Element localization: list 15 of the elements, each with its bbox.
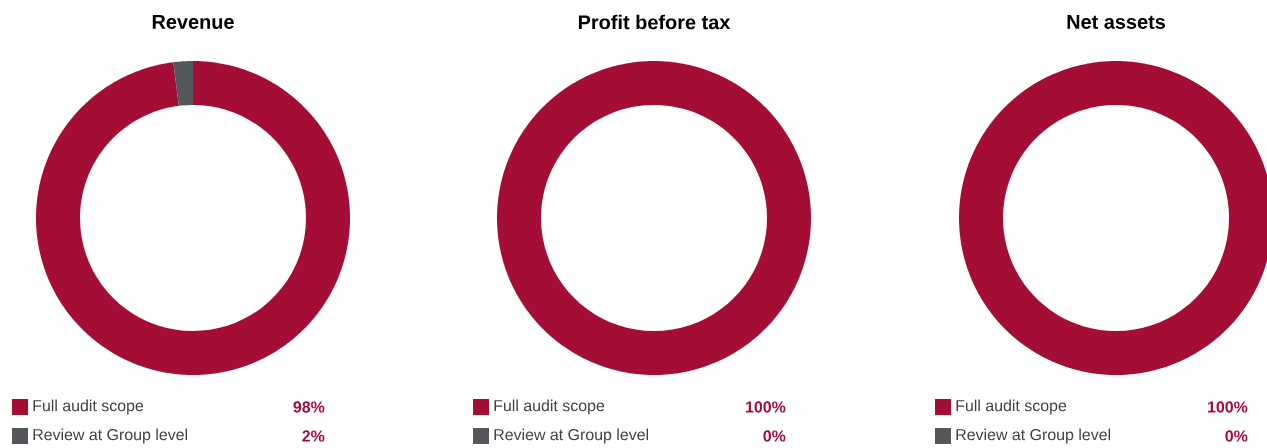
text: 0% xyxy=(763,430,786,442)
chart-title: Profit before tax xyxy=(578,14,731,30)
legend-label: Review at Group level xyxy=(956,428,1111,444)
legend-label: Review at Group level xyxy=(33,428,188,444)
legend-label: Review at Group level xyxy=(494,428,649,444)
data-label: 100% xyxy=(1208,401,1248,413)
chart-title: Net assets xyxy=(1067,15,1165,29)
data-label: 98% xyxy=(293,401,325,413)
chart-title: Revenue xyxy=(152,15,234,29)
legend-label: Full audit scope xyxy=(956,399,1067,415)
data-label: 2% xyxy=(302,430,325,442)
legend-label: Full audit scope xyxy=(494,399,605,415)
data-label: 100% xyxy=(746,401,786,413)
text: 0% xyxy=(1225,430,1248,442)
legend-label: Full audit scope xyxy=(33,399,144,415)
